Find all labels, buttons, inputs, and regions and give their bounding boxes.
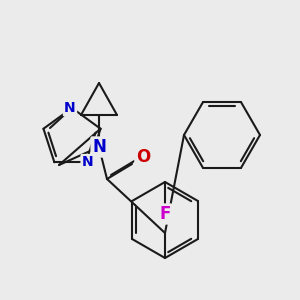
Text: O: O	[136, 148, 150, 166]
Text: N: N	[64, 101, 76, 115]
Text: F: F	[159, 205, 171, 223]
Text: N: N	[82, 155, 93, 169]
Text: N: N	[92, 138, 106, 156]
